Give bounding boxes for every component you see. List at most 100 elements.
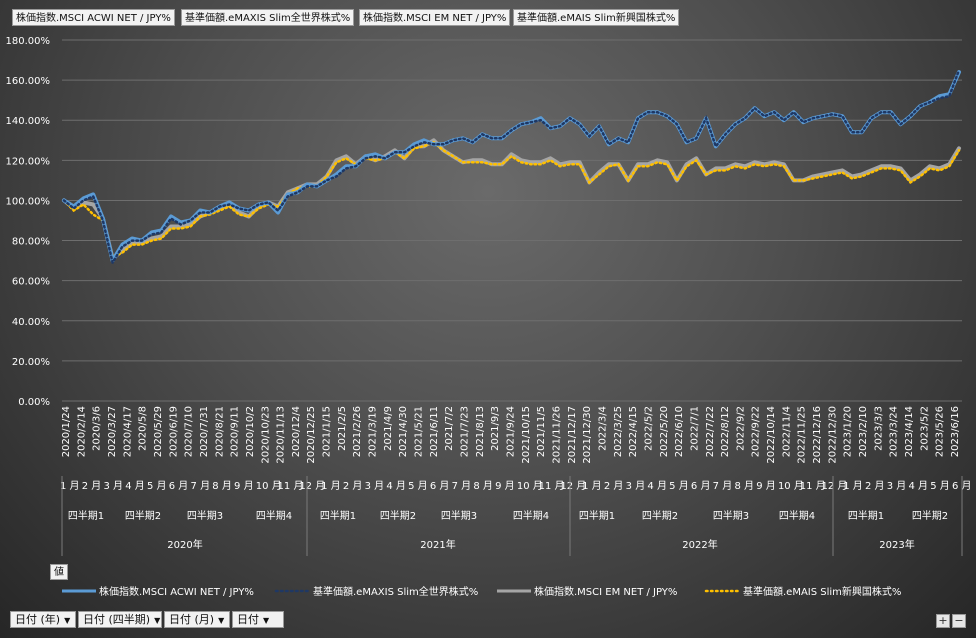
- month-label: 2 月: [604, 480, 624, 492]
- x-tick-label: 2021/1/15: [322, 406, 333, 457]
- quarter-label: 四半期4: [513, 509, 549, 522]
- axis-button-year[interactable]: 日付 (年) ▼: [10, 611, 76, 628]
- y-tick-label: 120.00%: [6, 156, 51, 167]
- x-tick-label: 2020/3/6: [92, 406, 103, 451]
- month-label: 7 月: [191, 480, 211, 492]
- quarter-label: 四半期4: [779, 509, 815, 522]
- quarter-label: 四半期2: [912, 509, 948, 522]
- quarter-label: 四半期2: [125, 509, 161, 522]
- month-label: 1 月: [321, 480, 341, 492]
- x-tick-label: 2022/7/22: [705, 406, 716, 457]
- field-button-em[interactable]: 株価指数.MSCI EM NET / JPY%: [359, 9, 511, 26]
- y-tick-label: 60.00%: [12, 277, 50, 288]
- month-label: 1 月: [582, 480, 602, 492]
- field-button-emaxis[interactable]: 基準価額.eMAXIS Slim全世界株式%: [181, 9, 355, 26]
- legend-label: 基準価額.eMAIS Slim新興国株式%: [743, 585, 901, 598]
- expand-field-button[interactable]: +: [936, 614, 950, 628]
- x-tick-label: 2023/2/10: [858, 406, 869, 457]
- x-tick-label: 2022/6/10: [674, 406, 685, 457]
- filter-icon: ▼: [263, 616, 270, 625]
- month-label: 6 月: [691, 480, 711, 492]
- y-tick-label: 160.00%: [6, 76, 51, 87]
- axis-button-month-label: 日付 (月): [169, 613, 215, 626]
- axis-button-quarter[interactable]: 日付 (四半期) ▼: [78, 611, 162, 628]
- x-tick-label: 2021/11/26: [551, 406, 562, 464]
- quarter-label: 四半期4: [256, 509, 292, 522]
- x-tick-label: 2021/6/11: [429, 406, 440, 457]
- month-label: 2 月: [343, 480, 363, 492]
- quarter-label: 四半期2: [642, 509, 678, 522]
- x-tick-label: 2020/9/11: [230, 406, 241, 457]
- month-label: 3 月: [104, 480, 124, 492]
- legend: 株価指数.MSCI ACWI NET / JPY% 基準価額.eMAXIS Sli…: [62, 585, 901, 598]
- dropdown-arrow-icon: ▼: [154, 616, 161, 625]
- x-tick-label: 2022/4/15: [628, 406, 639, 457]
- month-label: 2 月: [82, 480, 102, 492]
- x-tick-label: 2022/9/2: [735, 406, 746, 451]
- x-tick-label: 2020/2/14: [76, 406, 87, 457]
- series-lines: [62, 68, 961, 266]
- x-tick-label: 2023/3/24: [889, 406, 900, 457]
- y-tick-label: 0.00%: [18, 397, 50, 408]
- x-tick-label: 2022/8/12: [720, 406, 731, 457]
- dropdown-arrow-icon: ▼: [64, 616, 71, 625]
- x-tick-label: 2023/4/14: [904, 406, 915, 457]
- x-tick-label: 2020/5/29: [153, 406, 164, 457]
- axis-button-month[interactable]: 日付 (月) ▼: [164, 611, 230, 628]
- x-tick-label: 2020/12/4: [291, 406, 302, 457]
- month-label: 8 月: [734, 480, 754, 492]
- month-label: 8 月: [473, 480, 493, 492]
- x-tick-label: 2020/4/17: [122, 406, 133, 457]
- x-tick-label: 2023/3/3: [873, 406, 884, 451]
- quarter-label: 四半期3: [713, 509, 749, 522]
- x-tick-label: 2021/7/23: [460, 406, 471, 457]
- x-axis: 2020/1/24 2020/2/14 2020/3/6 2020/3/27 2020/…: [60, 406, 972, 556]
- month-label: 6 月: [430, 480, 450, 492]
- month-label: 11 月: [800, 480, 826, 492]
- x-tick-label: 2021/9/24: [506, 406, 517, 457]
- month-label: 11 月: [539, 480, 565, 492]
- field-button-acwi[interactable]: 株価指数.MSCI ACWI NET / JPY%: [12, 9, 175, 26]
- x-tick-label: 2020/7/31: [199, 406, 210, 457]
- x-tick-label: 2021/11/5: [536, 406, 547, 457]
- legend-label: 株価指数.MSCI ACWI NET / JPY%: [99, 585, 254, 598]
- month-label: 6 月: [169, 480, 189, 492]
- x-tick-label: 2020/10/2: [245, 406, 256, 457]
- month-label: 3 月: [626, 480, 646, 492]
- x-tick-label: 2020/3/27: [107, 406, 118, 457]
- field-button-emais[interactable]: 基準価額.eMAIS Slim新興国株式%: [513, 9, 680, 26]
- year-label: 2022年: [682, 538, 717, 551]
- axis-button-day[interactable]: 日付 ▼: [232, 611, 284, 628]
- month-label: 7 月: [452, 480, 472, 492]
- x-tick-label: 2022/10/14: [766, 406, 777, 464]
- collapse-field-button[interactable]: −: [952, 614, 966, 628]
- month-label: 5 月: [669, 480, 689, 492]
- values-field-button[interactable]: 値: [50, 564, 68, 580]
- x-tick-label: 2022/9/22: [751, 406, 762, 457]
- x-tick-label: 2020/8/21: [214, 406, 225, 457]
- x-tick-label: 2022/11/25: [797, 406, 808, 464]
- x-tick-label: 2021/5/21: [414, 406, 425, 457]
- x-tick-label: 2023/5/2: [919, 406, 930, 451]
- series-line-emaxis: [62, 68, 961, 266]
- month-label: 4 月: [125, 480, 145, 492]
- x-tick-label: 2020/7/10: [184, 406, 195, 457]
- y-tick-label: 180.00%: [6, 36, 51, 47]
- axis-button-quarter-label: 日付 (四半期): [83, 613, 151, 626]
- x-tick-label: 2023/5/26: [935, 406, 946, 457]
- month-label: 8 月: [212, 480, 232, 492]
- x-tick-label: 2021/10/15: [521, 406, 532, 464]
- x-tick-label: 2022/12/16: [812, 406, 823, 464]
- month-label: 3 月: [365, 480, 385, 492]
- quarter-label: 四半期3: [441, 509, 477, 522]
- x-tick-label: 2022/12/30: [827, 406, 838, 464]
- quarter-label: 四半期1: [68, 509, 104, 522]
- x-tick-label: 2022/5/2: [643, 406, 654, 451]
- month-label: 10 月: [778, 480, 804, 492]
- gridlines: [62, 39, 962, 402]
- month-label: 12 月: [560, 480, 586, 492]
- x-tick-label: 2022/3/25: [613, 406, 624, 457]
- quarter-label: 四半期1: [579, 509, 615, 522]
- x-tick-label: 2020/12/25: [306, 406, 317, 464]
